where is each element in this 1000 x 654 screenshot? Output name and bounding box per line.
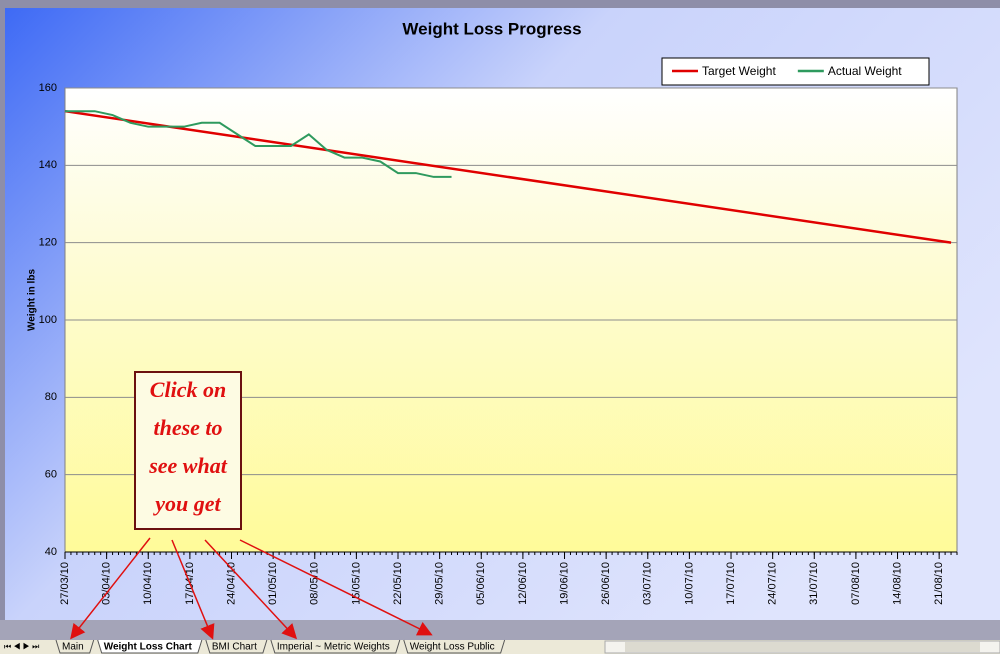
legend-label: Target Weight	[702, 64, 776, 78]
y-tick-label: 60	[45, 469, 57, 481]
callout-box	[134, 371, 242, 530]
sheet-tab-shape	[55, 639, 95, 654]
x-tick-label: 27/03/10	[59, 562, 71, 605]
x-tick-label: 26/06/10	[600, 562, 612, 605]
sheet-tab[interactable]: Imperial ~ Metric Weights	[270, 639, 401, 654]
legend	[661, 57, 930, 86]
legend-label: Actual Weight	[828, 64, 902, 78]
sheet-tab[interactable]: Weight Loss Public	[403, 639, 506, 654]
x-tick-label: 10/07/10	[683, 562, 695, 605]
x-tick-label: 15/05/10	[350, 562, 362, 605]
x-tick-label: 22/05/10	[392, 562, 404, 605]
y-tick-label: 160	[39, 82, 57, 94]
x-tick-label: 07/08/10	[850, 562, 862, 605]
sheet-tab-shape	[403, 639, 506, 654]
x-tick-label: 24/07/10	[767, 562, 779, 605]
chart-title: Weight Loss Progress	[402, 19, 581, 38]
callout-text: you get	[152, 491, 221, 516]
tab-scroll-buttons[interactable]: ⏮ ◀ ▶ ⏭	[4, 642, 39, 651]
sheet-tab-shape	[205, 639, 268, 654]
sheet-tab-shape	[270, 639, 401, 654]
sheet-tab-label[interactable]: Weight Loss Public	[410, 642, 495, 653]
x-tick-label: 05/06/10	[475, 562, 487, 605]
y-tick-label: 40	[45, 546, 57, 558]
callout-arrows	[70, 537, 433, 640]
y-tick-label: 100	[39, 314, 57, 326]
x-tick-label: 21/08/10	[933, 562, 945, 605]
callout-text: Click on	[150, 377, 226, 402]
sheet-tab[interactable]: BMI Chart	[205, 639, 268, 654]
x-tick-label: 10/04/10	[142, 562, 154, 605]
y-axis-label: Weight in lbs	[27, 269, 38, 331]
x-tick-label: 14/08/10	[891, 562, 903, 605]
y-tick-label: 120	[39, 237, 57, 249]
x-tick-label: 29/05/10	[434, 562, 446, 605]
series-line	[64, 109, 952, 244]
sheet-tab-label[interactable]: Weight Loss Chart	[104, 642, 193, 653]
sheet-tab-shape	[97, 639, 203, 654]
sheet-tab[interactable]: Weight Loss Chart	[97, 639, 203, 654]
y-tick-label: 140	[39, 159, 57, 171]
sheet-tab-label[interactable]: Imperial ~ Metric Weights	[277, 642, 390, 653]
x-tick-label: 31/07/10	[808, 562, 820, 605]
sheet-tab-label[interactable]: BMI Chart	[212, 642, 257, 653]
x-tick-label: 01/05/10	[267, 562, 279, 605]
y-tick-label: 80	[45, 391, 57, 403]
x-tick-label: 19/06/10	[558, 562, 570, 605]
sheet-tab-label[interactable]: Main	[62, 642, 84, 653]
x-tick-label: 12/06/10	[517, 562, 529, 605]
scrollbar-thumb[interactable]	[625, 642, 980, 652]
x-tick-label: 03/04/10	[101, 562, 113, 605]
callout-text: see what	[148, 453, 228, 478]
x-tick-label: 17/07/10	[725, 562, 737, 605]
callout-text: these to	[153, 415, 222, 440]
x-tick-label: 03/07/10	[642, 562, 654, 605]
sheet-tab[interactable]: Main	[55, 639, 95, 654]
series-line	[65, 110, 452, 178]
sheet-gap	[0, 620, 1000, 640]
x-tick-label: 08/05/10	[309, 562, 321, 605]
